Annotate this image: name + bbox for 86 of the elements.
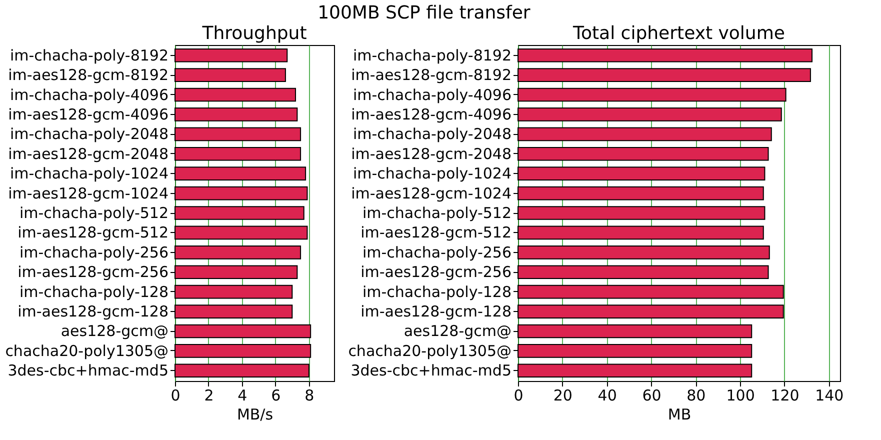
y-tick-label: im-chacha-poly-1024 [10,164,168,183]
bar [174,226,308,240]
y-tick-label: im-chacha-poly-256 [19,243,168,262]
bar [174,284,293,299]
y-tick-label: im-chacha-poly-128 [362,282,512,301]
bar [174,186,308,200]
y-tick-label: im-aes128-gcm-1024 [8,184,168,202]
y-tick-label: 3des-cbc+hmac-md5 [8,362,168,380]
y-tick-label: im-aes128-gcm-2048 [8,144,168,163]
bar [174,324,312,338]
x-tick-label: 8 [304,386,314,404]
y-tick-label: im-aes128-gcm-512 [360,224,512,242]
bar [174,265,298,280]
y-tick-label: im-aes128-gcm-2048 [351,144,512,163]
y-tick-label: 3des-cbc+hmac-md5 [350,362,512,380]
y-tick-label: chacha20-poly1305@ [348,342,512,360]
y-tick-label: im-aes128-gcm-8192 [351,66,512,84]
x-tick-label: 20 [553,386,572,404]
y-tick-label: aes128-gcm@ [404,322,512,340]
x-tick-label: 140 [815,386,844,404]
bar [518,186,764,200]
bar [518,246,770,260]
bar [518,265,769,280]
bar [174,166,306,180]
bar [174,48,288,62]
bar [518,108,782,122]
bar [174,246,302,260]
x-axis-title: MB/s [236,406,274,424]
bar [518,146,769,161]
bar [518,88,786,102]
bar [174,68,286,82]
x-tick-label: 6 [271,386,281,404]
y-tick-label: im-aes128-gcm-256 [18,263,168,282]
x-tick-label: 80 [686,386,706,404]
x-tick-label: 2 [204,386,214,404]
y-tick-label: aes128-gcm@ [60,322,168,340]
bar [174,108,298,122]
chart-title: Total ciphertext volume [572,23,785,44]
y-tick-label: im-chacha-poly-8192 [352,46,512,64]
bar [174,304,293,318]
y-tick-label: im-chacha-poly-128 [19,282,168,301]
y-tick-label: im-chacha-poly-2048 [10,125,168,144]
y-tick-label: chacha20-poly1305@ [5,342,168,360]
x-tick-label: 120 [770,386,800,404]
y-tick-label: im-chacha-poly-512 [362,204,512,222]
bar [174,364,310,378]
bar [174,127,302,142]
bar [518,68,811,82]
x-tick-label: 60 [642,386,662,404]
y-tick-label: im-aes128-gcm-8192 [8,66,168,84]
y-tick-label: im-chacha-poly-2048 [352,125,512,144]
x-tick-label: 40 [598,386,617,404]
bar [518,364,752,378]
y-tick-label: im-chacha-poly-512 [19,204,168,222]
y-tick-label: im-chacha-poly-8192 [10,46,168,64]
x-tick-label: 4 [238,386,248,404]
bar [174,88,296,102]
y-tick-label: im-chacha-poly-4096 [10,86,168,104]
bar [518,48,813,62]
bar [518,166,766,180]
bar [174,146,302,161]
y-tick-label: im-aes128-gcm-128 [18,302,168,321]
y-tick-label: im-chacha-poly-4096 [352,86,512,104]
x-axis-title: MB [668,406,692,424]
y-tick-label: im-chacha-poly-1024 [352,164,512,183]
x-tick-label: 0 [170,386,180,404]
bar [518,226,764,240]
y-tick-label: im-aes128-gcm-128 [360,302,512,321]
text: 100MB SCP file transfer [318,2,531,24]
y-tick-label: im-aes128-gcm-256 [360,263,512,282]
bar [518,324,752,338]
bar [518,344,752,358]
y-tick-label: im-aes128-gcm-1024 [351,184,512,202]
x-tick-label: 0 [514,386,524,404]
bar [518,304,784,318]
y-tick-label: im-aes128-gcm-512 [18,224,168,242]
y-tick-label: im-aes128-gcm-4096 [351,105,512,124]
y-tick-label: im-aes128-gcm-4096 [8,105,168,124]
chart-title: Throughput [201,23,307,44]
bar [174,206,304,220]
bar [518,284,784,299]
y-tick-label: im-chacha-poly-256 [362,243,512,262]
bar [518,206,766,220]
bar [174,344,312,358]
bar [518,127,772,142]
x-tick-label: 100 [726,386,755,404]
